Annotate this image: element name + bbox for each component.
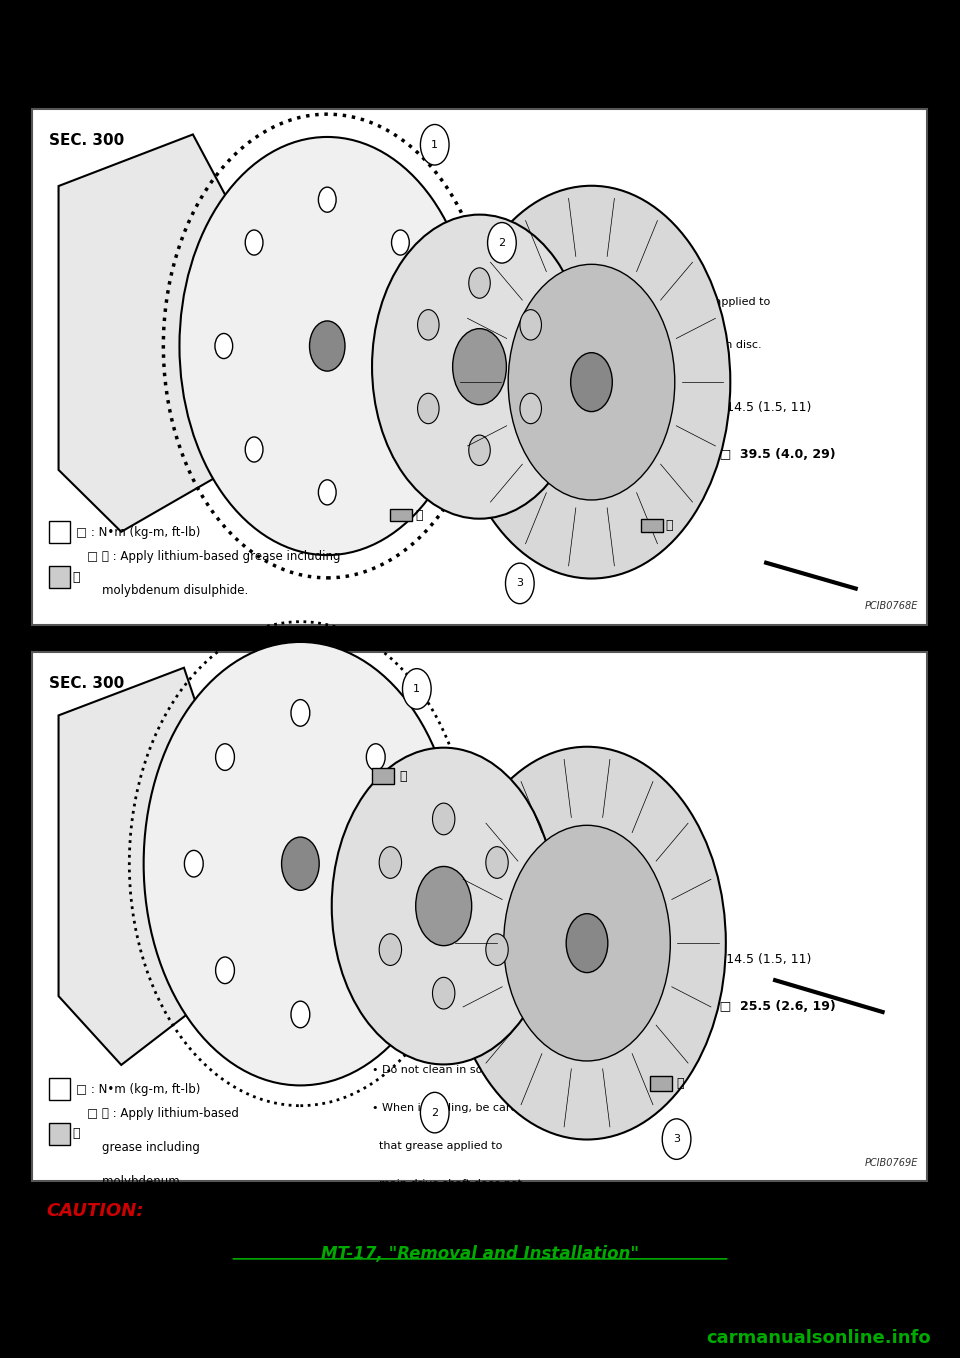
Circle shape <box>245 230 263 255</box>
Circle shape <box>216 744 234 770</box>
Circle shape <box>433 978 455 1009</box>
Text: Ⓛ: Ⓛ <box>666 519 673 532</box>
Circle shape <box>367 957 385 983</box>
Circle shape <box>216 957 234 983</box>
Circle shape <box>421 334 440 359</box>
Bar <box>49 1078 70 1100</box>
Text: 1: 1 <box>431 140 438 149</box>
Bar <box>49 521 70 543</box>
Text: • When installing, be careful that grease applied to: • When installing, be careful that greas… <box>484 296 770 307</box>
Circle shape <box>372 215 587 519</box>
Text: SEC. 300: SEC. 300 <box>49 676 124 691</box>
Circle shape <box>379 846 401 879</box>
Text: First step: □  14.5 (1.5, 11): First step: □ 14.5 (1.5, 11) <box>640 402 811 414</box>
Circle shape <box>448 747 726 1139</box>
Circle shape <box>520 310 541 340</box>
Text: Ⓛ: Ⓛ <box>677 1077 684 1090</box>
Bar <box>650 1076 672 1092</box>
Text: • Do not clean in solvent.: • Do not clean in solvent. <box>372 1065 515 1076</box>
Circle shape <box>504 826 670 1061</box>
Text: • When installing, be careful: • When installing, be careful <box>372 1103 532 1114</box>
Text: carmanualsonline.info: carmanualsonline.info <box>707 1329 931 1347</box>
Text: □ Ⓛ : Apply lithium-based: □ Ⓛ : Apply lithium-based <box>87 1107 239 1120</box>
Circle shape <box>379 934 401 966</box>
Circle shape <box>566 914 608 972</box>
Circle shape <box>291 1001 310 1028</box>
Text: Final step: □  39.5 (4.0, 29): Final step: □ 39.5 (4.0, 29) <box>640 448 835 460</box>
Circle shape <box>309 320 345 371</box>
Text: 3: 3 <box>673 1134 680 1143</box>
FancyBboxPatch shape <box>32 652 927 1181</box>
Text: Ⓛ: Ⓛ <box>399 770 406 782</box>
Circle shape <box>402 668 431 709</box>
Text: molybdenum: molybdenum <box>87 1175 180 1188</box>
Text: First step: □  14.5 (1.5, 11): First step: □ 14.5 (1.5, 11) <box>640 952 811 966</box>
Circle shape <box>245 437 263 462</box>
Circle shape <box>506 564 534 604</box>
Text: PCIB0768E: PCIB0768E <box>864 602 918 611</box>
Text: disulphide.: disulphide. <box>87 1209 167 1222</box>
Circle shape <box>180 137 475 555</box>
Circle shape <box>319 187 336 212</box>
Circle shape <box>332 748 556 1065</box>
Text: adhere to clutch disc.: adhere to clutch disc. <box>372 1217 499 1228</box>
Text: SEC. 300: SEC. 300 <box>49 133 124 148</box>
Text: □ : N•m (kg-m, ft-lb): □ : N•m (kg-m, ft-lb) <box>76 1082 201 1096</box>
Polygon shape <box>59 134 228 532</box>
Circle shape <box>662 1119 691 1160</box>
Circle shape <box>520 394 541 424</box>
Circle shape <box>570 353 612 411</box>
Polygon shape <box>59 668 211 1065</box>
Text: main drive shaft does not: main drive shaft does not <box>372 1179 522 1190</box>
Bar <box>372 769 395 785</box>
Circle shape <box>453 329 506 405</box>
Circle shape <box>184 850 204 877</box>
Text: molybdenum disulphide.: molybdenum disulphide. <box>87 584 249 598</box>
Text: main drive shaft dose not adhere to clutch disc.: main drive shaft dose not adhere to clut… <box>484 340 761 350</box>
Circle shape <box>420 1092 449 1133</box>
Text: Ⓛ: Ⓛ <box>415 509 422 521</box>
Text: PCIB0769E: PCIB0769E <box>864 1158 918 1168</box>
Circle shape <box>468 435 491 466</box>
Bar <box>640 519 663 532</box>
Circle shape <box>488 223 516 263</box>
Circle shape <box>392 437 409 462</box>
Circle shape <box>416 866 471 945</box>
Text: grease including: grease including <box>87 1141 201 1154</box>
Text: 1: 1 <box>414 684 420 694</box>
Text: 2: 2 <box>498 238 506 247</box>
Text: that grease applied to: that grease applied to <box>372 1141 502 1152</box>
Text: Final step: □  25.5 (2.6, 19): Final step: □ 25.5 (2.6, 19) <box>640 1001 835 1013</box>
Text: CAUTION:: CAUTION: <box>46 1202 144 1219</box>
Text: Ⓛ: Ⓛ <box>72 1127 80 1141</box>
Circle shape <box>418 394 439 424</box>
Bar <box>49 566 70 588</box>
Circle shape <box>486 934 508 966</box>
Circle shape <box>486 846 508 879</box>
FancyBboxPatch shape <box>32 109 927 625</box>
Circle shape <box>319 479 336 505</box>
Circle shape <box>433 803 455 835</box>
Text: 2: 2 <box>431 1108 439 1118</box>
Circle shape <box>291 699 310 727</box>
Text: □ Ⓛ : Apply lithium-based grease including: □ Ⓛ : Apply lithium-based grease includi… <box>87 550 341 564</box>
Text: □ : N•m (kg-m, ft-lb): □ : N•m (kg-m, ft-lb) <box>76 526 201 539</box>
Circle shape <box>215 334 232 359</box>
Circle shape <box>367 744 385 770</box>
Bar <box>49 1123 70 1145</box>
Circle shape <box>392 230 409 255</box>
Circle shape <box>508 265 675 500</box>
Bar <box>390 508 413 521</box>
Text: Ⓛ: Ⓛ <box>72 570 80 584</box>
Circle shape <box>144 642 457 1085</box>
Circle shape <box>453 186 731 579</box>
Circle shape <box>281 837 319 891</box>
Text: 3: 3 <box>516 579 523 588</box>
Circle shape <box>418 310 439 340</box>
Text: • Do not clean in solvent: • Do not clean in solvent <box>484 253 622 263</box>
Circle shape <box>468 268 491 299</box>
Text: MT-17, "Removal and Installation": MT-17, "Removal and Installation" <box>321 1245 639 1263</box>
Circle shape <box>420 125 449 166</box>
Circle shape <box>397 850 417 877</box>
